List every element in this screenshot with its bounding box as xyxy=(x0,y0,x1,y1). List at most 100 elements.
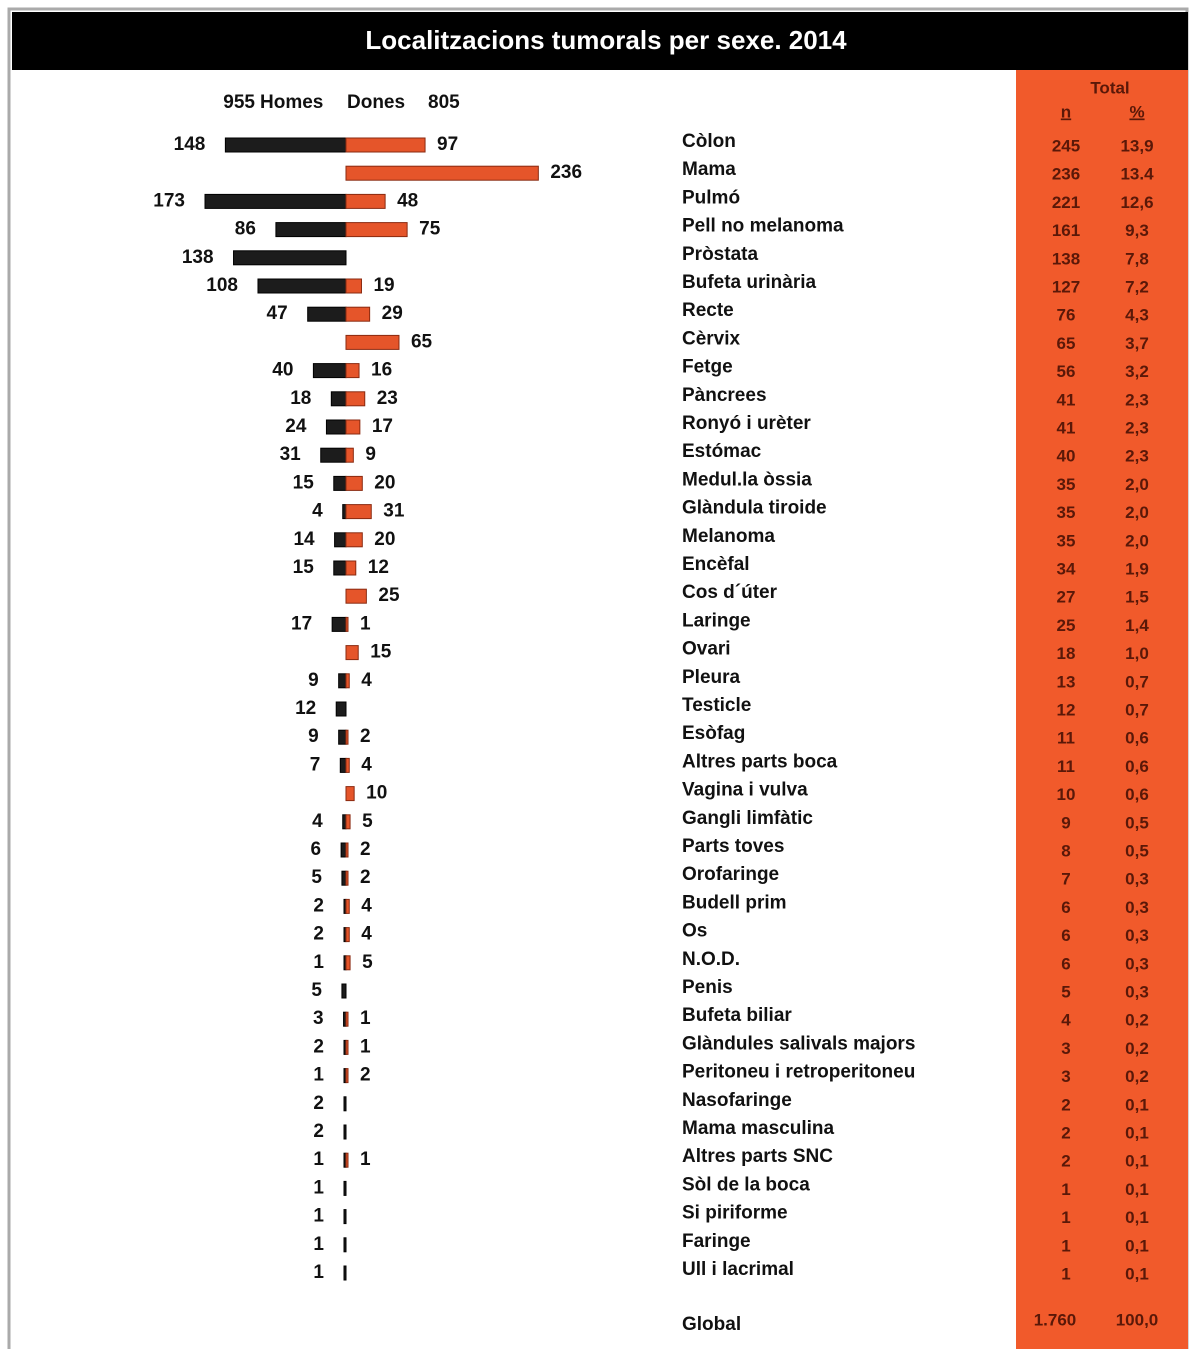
value-label: 3 xyxy=(313,1008,324,1029)
table-cell: 0,3 xyxy=(1125,898,1149,917)
table-cell: 6 xyxy=(1061,898,1070,917)
category-label: Pàncrees xyxy=(682,385,767,406)
category-label: Melanoma xyxy=(682,526,775,547)
value-label: 9 xyxy=(365,444,376,465)
table-cell: 13.4 xyxy=(1120,165,1154,184)
bar xyxy=(345,363,360,379)
legend-entry: Homes xyxy=(260,92,323,113)
bar xyxy=(345,588,367,604)
category-label: Peritoneu i retroperitoneu xyxy=(682,1062,915,1083)
value-label: 15 xyxy=(370,642,392,663)
table-cell: 127 xyxy=(1052,277,1080,296)
bar xyxy=(320,447,347,463)
value-label: 40 xyxy=(272,360,293,381)
table-cell: 0,7 xyxy=(1125,700,1149,719)
table-cell: 0,1 xyxy=(1125,1152,1149,1171)
column-header: n xyxy=(1061,102,1071,121)
table-cell: 2 xyxy=(1061,1095,1070,1114)
value-label: 4 xyxy=(361,670,372,691)
value-label: 138 xyxy=(182,247,214,268)
table-cell: 35 xyxy=(1057,503,1076,522)
value-label: 17 xyxy=(291,613,312,634)
table-cell: 0,5 xyxy=(1125,813,1149,832)
category-label: Laringe xyxy=(682,610,751,631)
category-label: Esòfag xyxy=(682,723,745,744)
table-cell: 0,3 xyxy=(1125,982,1149,1001)
bar xyxy=(312,363,347,379)
table-cell: 56 xyxy=(1057,362,1076,381)
value-label: 47 xyxy=(267,303,288,324)
table-cell: 0,1 xyxy=(1125,1095,1149,1114)
bar xyxy=(345,814,351,830)
total-column xyxy=(1016,70,1188,1349)
table-cell: 0,2 xyxy=(1125,1039,1149,1058)
table-cell: 1 xyxy=(1061,1264,1070,1283)
value-label: 2 xyxy=(313,1093,324,1114)
category-label: Cèrvix xyxy=(682,328,741,349)
table-cell: 41 xyxy=(1057,418,1076,437)
bar xyxy=(345,137,426,153)
value-label: 15 xyxy=(293,557,315,578)
bar xyxy=(341,870,347,886)
table-cell: 0,3 xyxy=(1125,954,1149,973)
value-label: 2 xyxy=(360,726,371,747)
table-cell: 0,1 xyxy=(1125,1264,1149,1283)
bar xyxy=(333,475,347,491)
bar xyxy=(204,193,347,209)
value-label: 108 xyxy=(206,275,238,296)
table-cell: 12 xyxy=(1057,700,1076,719)
value-label: 31 xyxy=(280,444,302,465)
bar xyxy=(334,532,347,548)
table-cell: 2,0 xyxy=(1125,475,1149,494)
category-label: Recte xyxy=(682,300,734,321)
table-cell: 0,5 xyxy=(1125,841,1149,860)
value-label: 31 xyxy=(383,501,405,522)
table-cell: 0,1 xyxy=(1125,1180,1149,1199)
category-label: Estómac xyxy=(682,441,762,462)
bar xyxy=(345,927,350,943)
bar xyxy=(338,729,347,745)
table-cell: 1,9 xyxy=(1125,559,1149,578)
bar xyxy=(333,560,347,576)
value-label: 2 xyxy=(313,895,324,916)
value-label: 9 xyxy=(308,670,319,691)
total-pct: 100,0 xyxy=(1116,1310,1159,1329)
bar xyxy=(345,391,366,407)
value-label: 148 xyxy=(174,134,206,155)
table-cell: 2 xyxy=(1061,1152,1070,1171)
category-label: Pulmó xyxy=(682,187,740,208)
table-cell: 4,3 xyxy=(1125,306,1149,325)
table-cell: 27 xyxy=(1057,588,1076,607)
table-cell: 5 xyxy=(1061,982,1070,1001)
category-label: Glàndula tiroide xyxy=(682,498,827,519)
table-cell: 3,2 xyxy=(1125,362,1149,381)
bar xyxy=(345,898,350,914)
value-label: 86 xyxy=(235,219,256,240)
category-label: Mama xyxy=(682,159,736,180)
table-cell: 0,7 xyxy=(1125,672,1149,691)
category-label: Bufeta urinària xyxy=(682,272,817,293)
table-cell: 8 xyxy=(1061,841,1070,860)
category-label: Cos d´úter xyxy=(682,582,778,603)
table-cell: 0,6 xyxy=(1125,757,1149,776)
table-cell: 6 xyxy=(1061,954,1070,973)
table-cell: 1 xyxy=(1061,1236,1070,1255)
bar xyxy=(345,222,408,238)
bar xyxy=(331,616,347,632)
table-cell: 0,1 xyxy=(1125,1208,1149,1227)
bar xyxy=(325,419,347,435)
bar xyxy=(345,673,350,689)
title-bar xyxy=(12,12,1188,70)
value-label: 1 xyxy=(313,1234,324,1255)
table-cell: 2,0 xyxy=(1125,531,1149,550)
bar xyxy=(345,1039,349,1055)
table-cell: 3,7 xyxy=(1125,334,1149,353)
bar xyxy=(345,645,359,661)
table-cell: 65 xyxy=(1057,334,1076,353)
bar xyxy=(330,391,347,407)
category-label: Pell no melanoma xyxy=(682,216,844,237)
value-label: 48 xyxy=(397,190,418,211)
table-cell: 41 xyxy=(1057,390,1076,409)
table-cell: 0,6 xyxy=(1125,785,1149,804)
value-label: 24 xyxy=(285,416,307,437)
